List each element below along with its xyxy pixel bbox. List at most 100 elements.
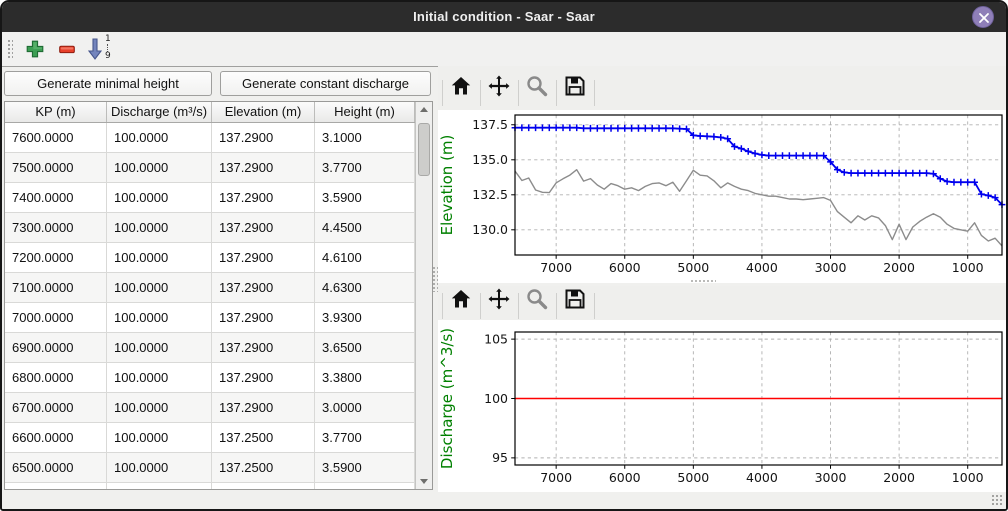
elevation-chart-canvas[interactable]: 7000 6000 5000 4000 3000 2000 1000 130.0 132.5 13… (438, 110, 1006, 283)
table-cell[interactable]: 100.0000 (107, 363, 212, 393)
column-header[interactable]: Elevation (m) (212, 102, 315, 122)
scrollbar-thumb[interactable] (418, 123, 430, 176)
table-cell[interactable]: 137.2900 (212, 333, 315, 363)
table-cell[interactable]: 137.2500 (212, 453, 315, 483)
toolbar-separator (556, 293, 557, 319)
table-cell[interactable]: 3.9300 (315, 303, 415, 333)
column-header[interactable]: Height (m) (315, 102, 415, 122)
home-icon (451, 290, 471, 308)
pan-button[interactable] (487, 74, 513, 100)
table-cell[interactable]: 137.2900 (212, 123, 315, 153)
toolbar-separator (480, 80, 481, 106)
table-cell[interactable]: 137.2900 (212, 393, 315, 423)
table-row: 6500.0000 100.0000 137.2500 3.5900 (5, 453, 415, 483)
table-cell[interactable] (212, 483, 315, 489)
table-cell[interactable]: 100.0000 (107, 213, 212, 243)
table-cell[interactable]: 7100.0000 (5, 273, 107, 303)
title-bar[interactable]: Initial condition - Saar - Saar (2, 2, 1006, 33)
svg-text:4000: 4000 (746, 470, 778, 485)
toolbar-separator (594, 293, 595, 319)
scroll-up-button[interactable] (417, 103, 431, 117)
sort-rows-button[interactable]: 1 9 (86, 35, 120, 62)
table-cell[interactable]: 4.6100 (315, 243, 415, 273)
tick-labels: 7000 6000 5000 4000 3000 2000 1000 95 100 105 (484, 331, 984, 485)
table-cell[interactable]: 137.2900 (212, 213, 315, 243)
table-cell[interactable]: 3.5900 (315, 183, 415, 213)
table-cell[interactable]: 137.2500 (212, 423, 315, 453)
table-row: 6600.0000 100.0000 137.2500 3.7700 (5, 423, 415, 453)
table-cell[interactable]: 100.0000 (107, 393, 212, 423)
svg-text:95: 95 (492, 450, 508, 465)
svg-text:2000: 2000 (883, 260, 915, 275)
table-cell[interactable]: 100.0000 (107, 273, 212, 303)
table-cell[interactable]: 100.0000 (107, 183, 212, 213)
table-cell[interactable]: 3.5900 (315, 453, 415, 483)
table-cell[interactable]: 7000.0000 (5, 303, 107, 333)
table-cell[interactable] (5, 483, 107, 489)
table-cell[interactable]: 6600.0000 (5, 423, 107, 453)
table-cell[interactable]: 100.0000 (107, 243, 212, 273)
zoom-button[interactable] (525, 74, 551, 100)
table-cell[interactable]: 137.2900 (212, 153, 315, 183)
discharge-chart-canvas[interactable]: 7000 6000 5000 4000 3000 2000 1000 95 100 105 Disc… (438, 320, 1006, 492)
table-cell[interactable]: 137.2900 (212, 303, 315, 333)
table-cell[interactable]: 6700.0000 (5, 393, 107, 423)
table-row: 6800.0000 100.0000 137.2900 3.3800 (5, 363, 415, 393)
toolbar-drag-handle[interactable] (7, 39, 13, 59)
home-icon (451, 77, 471, 95)
home-button[interactable] (449, 287, 475, 313)
table-cell[interactable]: 4.4500 (315, 213, 415, 243)
table-cell[interactable]: 6900.0000 (5, 333, 107, 363)
column-header[interactable]: Discharge (m³/s) (107, 102, 212, 122)
vertical-splitter-handle[interactable] (432, 266, 438, 292)
save-button[interactable] (563, 74, 589, 100)
table-cell[interactable]: 137.2900 (212, 273, 315, 303)
table-cell[interactable]: 3.0000 (315, 393, 415, 423)
table-cell[interactable]: 3.1000 (315, 123, 415, 153)
table-row (5, 483, 415, 489)
table-cell[interactable]: 3.7700 (315, 423, 415, 453)
table-cell[interactable] (315, 483, 415, 489)
table-cell[interactable]: 7300.0000 (5, 213, 107, 243)
table-cell[interactable]: 7400.0000 (5, 183, 107, 213)
status-bar (2, 492, 1006, 509)
table-cell[interactable]: 7500.0000 (5, 153, 107, 183)
table-cell[interactable]: 3.6500 (315, 333, 415, 363)
table-cell[interactable]: 6800.0000 (5, 363, 107, 393)
table-cell[interactable]: 7600.0000 (5, 123, 107, 153)
close-button[interactable] (972, 6, 994, 28)
table-cell[interactable]: 6500.0000 (5, 453, 107, 483)
table-cell[interactable]: 100.0000 (107, 423, 212, 453)
toolbar-separator (556, 80, 557, 106)
table-cell[interactable]: 100.0000 (107, 303, 212, 333)
plus-icon (26, 40, 44, 58)
table-cell[interactable]: 100.0000 (107, 333, 212, 363)
column-header[interactable]: KP (m) (5, 102, 107, 122)
table-cell[interactable]: 137.2900 (212, 363, 315, 393)
generate-minimal-height-button[interactable]: Generate minimal height (4, 71, 212, 96)
save-button[interactable] (563, 287, 589, 313)
table-vertical-scrollbar[interactable] (415, 102, 432, 489)
remove-row-button[interactable] (54, 36, 80, 62)
table-cell[interactable]: 3.3800 (315, 363, 415, 393)
table-cell[interactable]: 100.0000 (107, 453, 212, 483)
initial-condition-table: KP (m) Discharge (m³/s) Elevation (m) Heigh… (4, 101, 433, 490)
home-button[interactable] (449, 74, 475, 100)
table-cell[interactable]: 7200.0000 (5, 243, 107, 273)
zoom-button[interactable] (525, 287, 551, 313)
table-cell[interactable]: 3.7700 (315, 153, 415, 183)
horizontal-splitter-handle[interactable] (690, 279, 716, 284)
arrow-down-icon (420, 479, 428, 484)
generate-constant-discharge-button[interactable]: Generate constant discharge (220, 71, 431, 96)
table-cell[interactable]: 137.2900 (212, 183, 315, 213)
add-row-button[interactable] (22, 36, 48, 62)
table-cell[interactable]: 100.0000 (107, 153, 212, 183)
pan-button[interactable] (487, 287, 513, 313)
table-cell[interactable] (107, 483, 212, 489)
table-cell[interactable]: 137.2900 (212, 243, 315, 273)
table-row: 7000.0000 100.0000 137.2900 3.9300 (5, 303, 415, 333)
table-cell[interactable]: 4.6300 (315, 273, 415, 303)
scroll-down-button[interactable] (417, 474, 431, 488)
table-cell[interactable]: 100.0000 (107, 123, 212, 153)
window-resize-grip[interactable] (991, 494, 1003, 506)
